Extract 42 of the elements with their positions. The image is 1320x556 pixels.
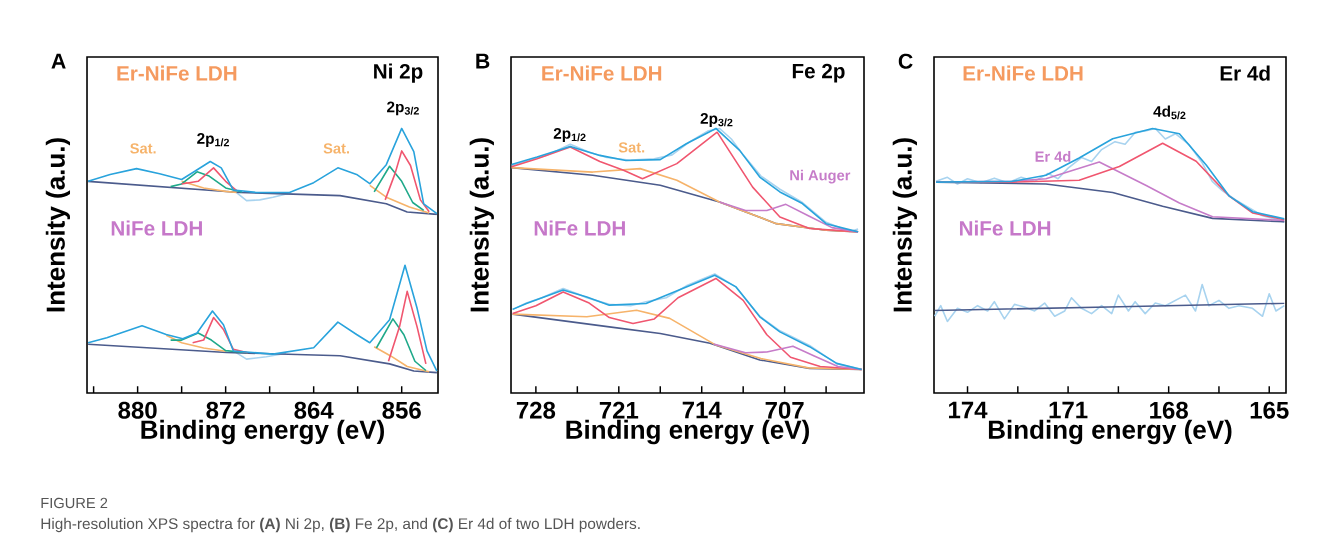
text: 4d$_{5/2}$ xyxy=(1153,105,1186,120)
x-tick-label: 872 xyxy=(206,401,245,419)
text: 2p$_{3/2}$ xyxy=(700,113,733,127)
caption: FIGURE 2 xyxy=(41,497,108,509)
x-tick-label: 856 xyxy=(382,401,421,419)
y-axis-title: Intensity (a.u.) xyxy=(469,138,494,312)
text: Er-NiFe LDH xyxy=(117,65,237,81)
annotation: Sat. xyxy=(323,143,349,154)
annotation: Sat. xyxy=(618,142,645,153)
x-tick-label: 880 xyxy=(118,401,157,419)
text: High-resolution XPS spectra for (A) Ni 2p, (B) Fe 2p, and (C) Er 4d of two LDH powders. xyxy=(41,517,640,533)
annotation: 2p$_{1/2}$ xyxy=(553,128,586,142)
annotation: 2p$_{1/2}$ xyxy=(197,133,230,147)
x-tick-label: 721 xyxy=(599,401,639,419)
text: Er 4d xyxy=(1220,65,1270,81)
text: Fe 2p xyxy=(792,63,845,83)
y-axis-title: Intensity (a.u.) xyxy=(892,138,917,312)
x-tick-label: 174 xyxy=(949,401,988,419)
x-axis-title: Binding energy (eV) xyxy=(988,419,1232,445)
annotation: Sat. xyxy=(130,143,156,154)
annotation: Ni Auger xyxy=(790,169,851,184)
x-tick-label: 714 xyxy=(682,401,722,419)
y-axis-title: Intensity (a.u.) xyxy=(45,138,71,312)
annotation: Er 4d xyxy=(1035,151,1071,162)
x-tick-label: 864 xyxy=(294,401,334,419)
x-tick-label: 165 xyxy=(1250,401,1289,419)
text: Er-NiFe LDH xyxy=(542,65,662,81)
x-axis-title: Binding energy (eV) xyxy=(141,419,384,445)
x-tick-label: 728 xyxy=(516,401,556,419)
text: Ni 2p xyxy=(374,63,423,83)
x-tick-label: 168 xyxy=(1150,401,1188,419)
annotation: NiFe LDH xyxy=(111,220,202,236)
annotation: NiFe LDH xyxy=(534,220,625,236)
chart-title: A xyxy=(51,53,66,69)
x-axis-title: Binding energy (eV) xyxy=(566,419,809,445)
text: Er-NiFe LDH xyxy=(963,65,1083,81)
text: 2p$_{3/2}$ xyxy=(387,101,419,116)
x-tick-label: 171 xyxy=(1049,401,1088,419)
annotation: NiFe LDH xyxy=(959,220,1051,236)
chart-title: C xyxy=(898,53,913,69)
x-tick-label: 707 xyxy=(765,401,804,419)
chart-title: B xyxy=(476,53,490,69)
